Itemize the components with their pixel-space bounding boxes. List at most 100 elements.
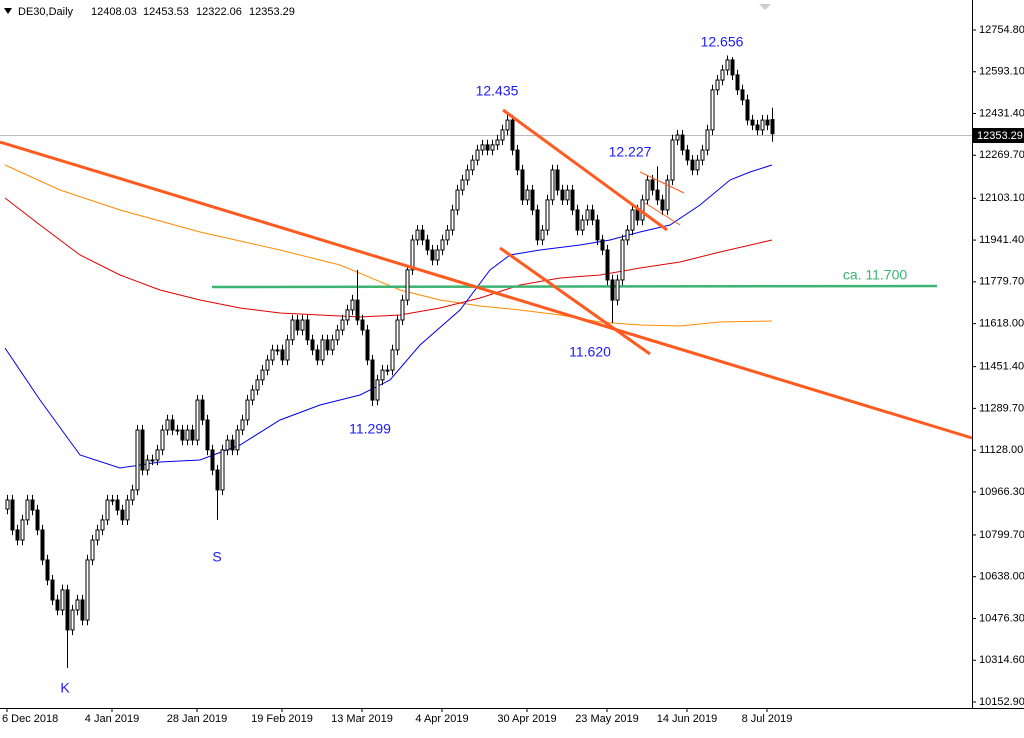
menu-arrow <box>4 8 12 14</box>
candle-body <box>375 379 380 401</box>
candle-body <box>525 189 530 201</box>
candle-body <box>400 299 405 321</box>
candle-body <box>340 319 345 331</box>
candle-body <box>735 74 740 91</box>
y-tick-label: 11779.70 <box>979 276 1024 288</box>
candle-body <box>730 59 735 76</box>
candle-body <box>255 379 260 391</box>
candle-body <box>530 189 535 211</box>
candle-body <box>50 579 55 601</box>
candle-body <box>415 229 420 241</box>
candle-body <box>490 144 495 151</box>
candle-body <box>700 149 705 161</box>
candle-body <box>435 249 440 261</box>
candle-body <box>260 369 265 381</box>
header-open: 12408.03 <box>91 6 137 18</box>
candle-body <box>710 89 715 131</box>
candle-body <box>205 419 210 451</box>
candle-body <box>100 519 105 531</box>
candle-body <box>465 169 470 181</box>
candle-body <box>235 429 240 451</box>
candle-body <box>390 349 395 371</box>
trendlines <box>0 108 973 440</box>
candle-body <box>715 79 720 91</box>
candle-body <box>570 189 575 211</box>
candle-body <box>165 419 170 431</box>
annotation: S <box>212 549 221 565</box>
candle-body <box>145 459 150 471</box>
candle-body <box>350 299 355 311</box>
candle-body <box>645 179 650 201</box>
price-label-box <box>973 128 1024 143</box>
shift-marker <box>759 4 771 10</box>
y-tick-label: 10476.30 <box>979 612 1024 624</box>
y-tick-label: 10638.00 <box>979 571 1024 583</box>
candle-body <box>650 179 655 191</box>
candle-body <box>355 299 360 321</box>
candle-body <box>10 499 15 531</box>
candle-body <box>575 209 580 231</box>
candle-body <box>605 249 610 281</box>
annotation: 12.656 <box>701 34 744 50</box>
candle-body <box>110 499 115 502</box>
trendline <box>499 246 651 356</box>
candle-body <box>505 119 510 131</box>
candle-body <box>200 399 205 421</box>
candle-body <box>325 339 330 351</box>
candle-body <box>240 419 245 431</box>
candle-body <box>540 229 545 241</box>
candle-body <box>185 429 190 441</box>
candle-body <box>150 459 155 462</box>
candle-body <box>500 129 505 141</box>
candle-body <box>125 499 130 521</box>
candle-body <box>560 189 565 201</box>
candle-body <box>90 539 95 561</box>
x-tick-label: 14 Jun 2019 <box>657 713 718 725</box>
y-tick-label: 11128.00 <box>979 444 1023 456</box>
candle-body <box>210 449 215 471</box>
candle-body <box>455 189 460 211</box>
candle-body <box>470 159 475 171</box>
candle-body <box>695 159 700 171</box>
candle-body <box>155 449 160 461</box>
candle-body <box>170 419 175 431</box>
x-tick-label: 4 Apr 2019 <box>415 713 468 725</box>
candle-body <box>410 239 415 271</box>
x-tick-label: 23 May 2019 <box>575 713 639 725</box>
candle-body <box>680 134 685 151</box>
x-tick-label: 13 Mar 2019 <box>331 713 393 725</box>
annotation: 12.435 <box>476 83 519 99</box>
candle-body <box>75 599 80 611</box>
candle-body <box>610 279 615 301</box>
candle-body <box>70 609 75 631</box>
candle-body <box>745 99 750 121</box>
candle-body <box>215 469 220 491</box>
candle-body <box>440 239 445 251</box>
candle-body <box>360 319 365 331</box>
candle-body <box>320 339 325 361</box>
candle-body <box>20 519 25 541</box>
candle-body <box>190 429 195 441</box>
candle-body <box>250 389 255 401</box>
candle-body <box>690 159 695 171</box>
candle-body <box>590 209 595 221</box>
candle-body <box>705 129 710 151</box>
y-tick-label: 10799.70 <box>979 529 1024 541</box>
trendline <box>639 171 685 194</box>
candle-body <box>760 119 765 131</box>
candle-body <box>630 209 635 231</box>
trendline <box>644 202 681 226</box>
candle-body <box>80 599 85 621</box>
candle-body <box>300 319 305 331</box>
annotation: 12.227 <box>609 144 652 160</box>
candle-body <box>25 499 30 521</box>
candle-body <box>55 599 60 611</box>
candle-body <box>105 499 110 521</box>
candle-body <box>265 359 270 371</box>
candle-body <box>15 529 20 541</box>
y-tick-label: 10966.30 <box>979 486 1024 498</box>
y-tick-label: 12269.70 <box>979 149 1024 161</box>
candle-body <box>115 499 120 511</box>
candle-body <box>285 339 290 361</box>
